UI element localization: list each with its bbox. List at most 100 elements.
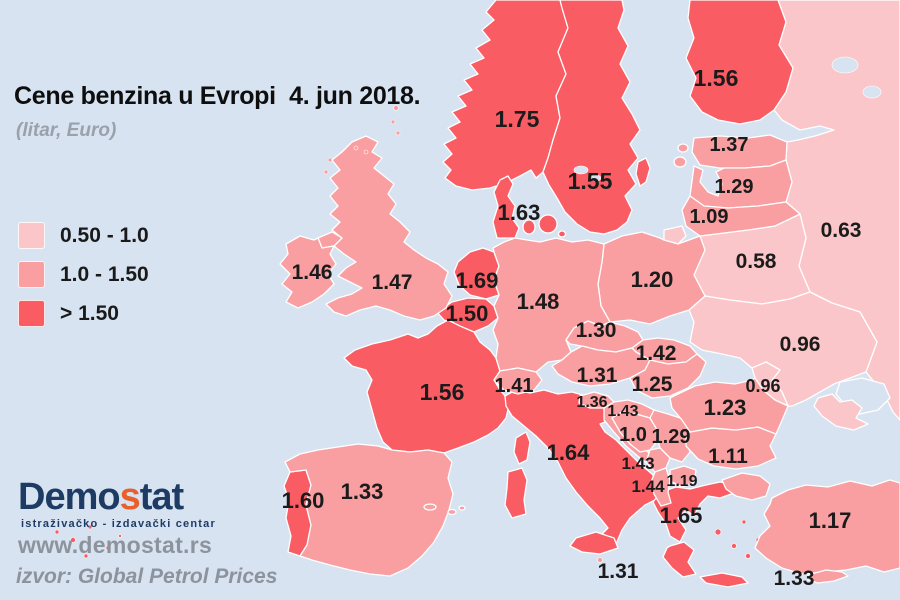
country-ukraine: [688, 291, 878, 407]
lake-vattern: [590, 174, 602, 182]
price-label-bosnia: 1.0: [619, 424, 647, 446]
price-label-norway: 1.75: [495, 106, 540, 132]
price-label-slovakia: 1.42: [636, 342, 677, 365]
price-label-ukraine: 0.96: [780, 333, 821, 356]
atlantic-island: [118, 534, 122, 538]
island-gotland: [635, 157, 651, 187]
aegean-island: [731, 543, 737, 549]
branding: Demostat istraživačko - izdavački centar…: [18, 478, 216, 557]
price-label-poland: 1.20: [631, 267, 674, 292]
country-uk: [325, 135, 453, 321]
map-title: Cene benzina u Evropi 4. jun 2018.: [14, 82, 421, 110]
price-label-sweden: 1.55: [568, 168, 613, 194]
legend-label-low: 0.50 - 1.0: [60, 223, 149, 247]
region-turkish-thrace: [721, 472, 771, 501]
island-corsica: [513, 431, 531, 465]
legend-label-high: > 1.50: [60, 301, 119, 325]
price-label-moldova: 0.96: [745, 376, 780, 396]
balearic-island: [447, 508, 457, 516]
country-malta: [597, 557, 603, 563]
map-subtitle: (litar, Euro): [16, 120, 117, 141]
price-label-france: 1.56: [420, 379, 465, 405]
logo-tagline: istraživačko - izdavački centar: [21, 518, 216, 530]
price-label-malta: 1.31: [598, 560, 639, 583]
price-label-turkey: 1.17: [809, 508, 852, 533]
hebrides-island: [327, 157, 333, 163]
island-hiiumaa: [677, 143, 689, 153]
atlantic-island: [105, 545, 111, 551]
hebrides-island: [323, 169, 329, 175]
lake-vanern: [573, 165, 589, 175]
atlantic-island: [54, 529, 60, 535]
balearic-island: [423, 503, 437, 511]
country-hungary: [629, 353, 707, 399]
price-label-lithuania: 1.09: [690, 206, 729, 228]
country-sweden: [542, 0, 641, 235]
country-lithuania: [681, 195, 801, 237]
atlantic-island: [87, 524, 93, 530]
legend-swatch-high: [18, 300, 45, 327]
price-label-hungary: 1.25: [632, 373, 673, 396]
country-greece: [652, 480, 761, 543]
price-label-austria: 1.31: [577, 364, 618, 387]
island-zealand: [538, 214, 558, 234]
legend: 0.50 - 1.0 1.0 - 1.50 > 1.50: [18, 222, 149, 339]
logo-accent: s: [119, 476, 141, 518]
island-funen: [522, 219, 536, 235]
shetland-island: [390, 119, 396, 125]
price-label-italy: 1.64: [547, 440, 591, 465]
price-label-belgium: 1.50: [446, 301, 489, 326]
shetland-island: [393, 105, 399, 111]
logo-prefix: Demo: [18, 476, 121, 518]
legend-row-low: 0.50 - 1.0: [18, 222, 149, 249]
price-label-germany: 1.48: [517, 289, 560, 314]
lake-ladoga: [831, 56, 859, 74]
shetland-island: [395, 130, 401, 136]
price-label-switzerland: 1.41: [495, 375, 534, 397]
aegean-island: [714, 528, 722, 536]
website-url: www.demostat.rs: [18, 532, 213, 558]
price-label-cyprus: 1.33: [774, 567, 815, 590]
price-label-denmark: 1.63: [498, 200, 541, 225]
price-label-latvia: 1.29: [715, 176, 754, 198]
lake-onega: [862, 85, 882, 99]
price-label-spain: 1.33: [341, 479, 384, 504]
country-turkey: [754, 479, 900, 575]
price-label-serbia: 1.29: [652, 426, 691, 448]
price-label-bulgaria: 1.11: [708, 445, 748, 468]
price-label-czechia: 1.30: [576, 319, 617, 342]
price-labels: 1.75 1.55 1.56 1.63 1.37 1.29 1.09 0.63 0.58 1.46…: [282, 65, 862, 590]
region-kaliningrad: [663, 225, 687, 245]
demostat-logo: Demostat: [18, 478, 216, 516]
aegean-island: [745, 553, 751, 559]
price-label-romania: 1.23: [704, 395, 747, 420]
orkney-island: [353, 145, 359, 151]
country-albania: [650, 467, 672, 507]
region-crimea: [813, 393, 869, 431]
legend-swatch-mid: [18, 261, 45, 288]
legend-label-mid: 1.0 - 1.50: [60, 262, 149, 286]
orkney-island: [363, 149, 369, 155]
logo-suffix: tat: [139, 476, 184, 518]
country-cyprus: [807, 569, 849, 584]
region-peloponnese: [662, 541, 697, 578]
legend-swatch-low: [18, 222, 45, 249]
price-label-belarus: 0.58: [736, 250, 777, 273]
atlantic-island: [70, 537, 76, 543]
country-romania: [669, 377, 789, 435]
island-sardinia: [504, 467, 528, 519]
balearic-island: [458, 505, 466, 511]
country-ireland: [279, 235, 337, 309]
price-label-uk: 1.47: [372, 271, 413, 294]
legend-row-mid: 1.0 - 1.50: [18, 261, 149, 288]
country-finland: [685, 0, 794, 125]
island-sicily: [569, 531, 619, 555]
aegean-island: [741, 519, 747, 525]
island-lolland: [557, 230, 567, 238]
country-spain: [284, 443, 454, 577]
price-label-estonia: 1.37: [710, 134, 749, 156]
atlantic-island: [83, 553, 89, 559]
price-label-portugal: 1.60: [282, 488, 325, 513]
